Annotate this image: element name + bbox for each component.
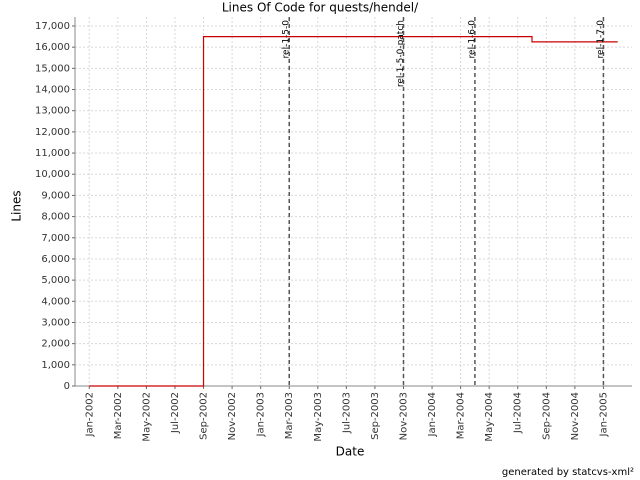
x-tick-label: Sep-2003 — [370, 392, 381, 440]
x-tick-label: Jan-2005 — [598, 392, 609, 437]
y-tick-label: 9,000 — [41, 190, 70, 201]
x-axis-title: Date — [336, 445, 365, 459]
plot-area: 0 1,000 2,000 3,000 4,000 5,000 6,000 7,000 8,00… — [35, 17, 632, 442]
y-tick-label: 3,000 — [41, 317, 70, 328]
y-tick-label: 1,000 — [41, 360, 70, 371]
y-tick-label: 14,000 — [35, 85, 70, 96]
y-tick-label: 4,000 — [41, 296, 70, 307]
x-tick-label: Jul-2003 — [341, 392, 352, 434]
x-tick-label: Sep-2004 — [541, 392, 552, 440]
line-series — [89, 35, 618, 387]
y-tick-label: 7,000 — [41, 233, 70, 244]
x-tick-label: May-2003 — [313, 392, 324, 442]
x-tick-label: Mar-2004 — [456, 392, 467, 439]
y-tick-label: 13,000 — [35, 106, 70, 117]
y-axis-title: Lines — [10, 190, 24, 221]
y-tick-label: 17,000 — [35, 21, 70, 32]
release-label: rel-1-5-0 — [282, 20, 292, 59]
y-tick-label: 15,000 — [35, 63, 70, 74]
x-tick-label: Jan-2002 — [84, 392, 95, 437]
y-tick-label: 11,000 — [35, 148, 70, 159]
y-tick-label: 10,000 — [35, 169, 70, 180]
y-tick-label: 6,000 — [41, 254, 70, 265]
x-tick-label: May-2002 — [141, 392, 152, 442]
x-tick-label: Nov-2003 — [398, 392, 409, 440]
x-tick-label: Jul-2004 — [513, 392, 524, 434]
chart-title: Lines Of Code for quests/hendel/ — [222, 1, 419, 15]
release-label: rel-1-5-0-patch — [396, 20, 406, 87]
y-tick-label: 0 — [64, 381, 70, 392]
release-label: rel-1-7-0 — [596, 20, 606, 59]
plot-background — [75, 17, 632, 386]
y-tick-label: 16,000 — [35, 42, 70, 53]
x-tick-label: Jan-2004 — [427, 392, 438, 437]
x-tick-label: Mar-2003 — [284, 392, 295, 439]
release-label: rel-1-6-0 — [467, 20, 477, 59]
x-tick-label: Jul-2002 — [170, 392, 181, 434]
y-tick-label: 2,000 — [41, 339, 70, 350]
y-tick-label: 12,000 — [35, 127, 70, 138]
x-tick-label: Nov-2004 — [570, 392, 581, 440]
x-tick-label: Mar-2002 — [113, 392, 124, 439]
x-tick-label: Nov-2002 — [227, 392, 238, 440]
x-tick-label: Jan-2003 — [256, 392, 267, 437]
x-tick-label: Sep-2002 — [199, 392, 210, 440]
y-tick-label: 5,000 — [41, 275, 70, 286]
x-tick-label: May-2004 — [484, 392, 495, 442]
y-tick-label: 8,000 — [41, 212, 70, 223]
footer: generated by statcvs-xml² — [502, 467, 634, 478]
